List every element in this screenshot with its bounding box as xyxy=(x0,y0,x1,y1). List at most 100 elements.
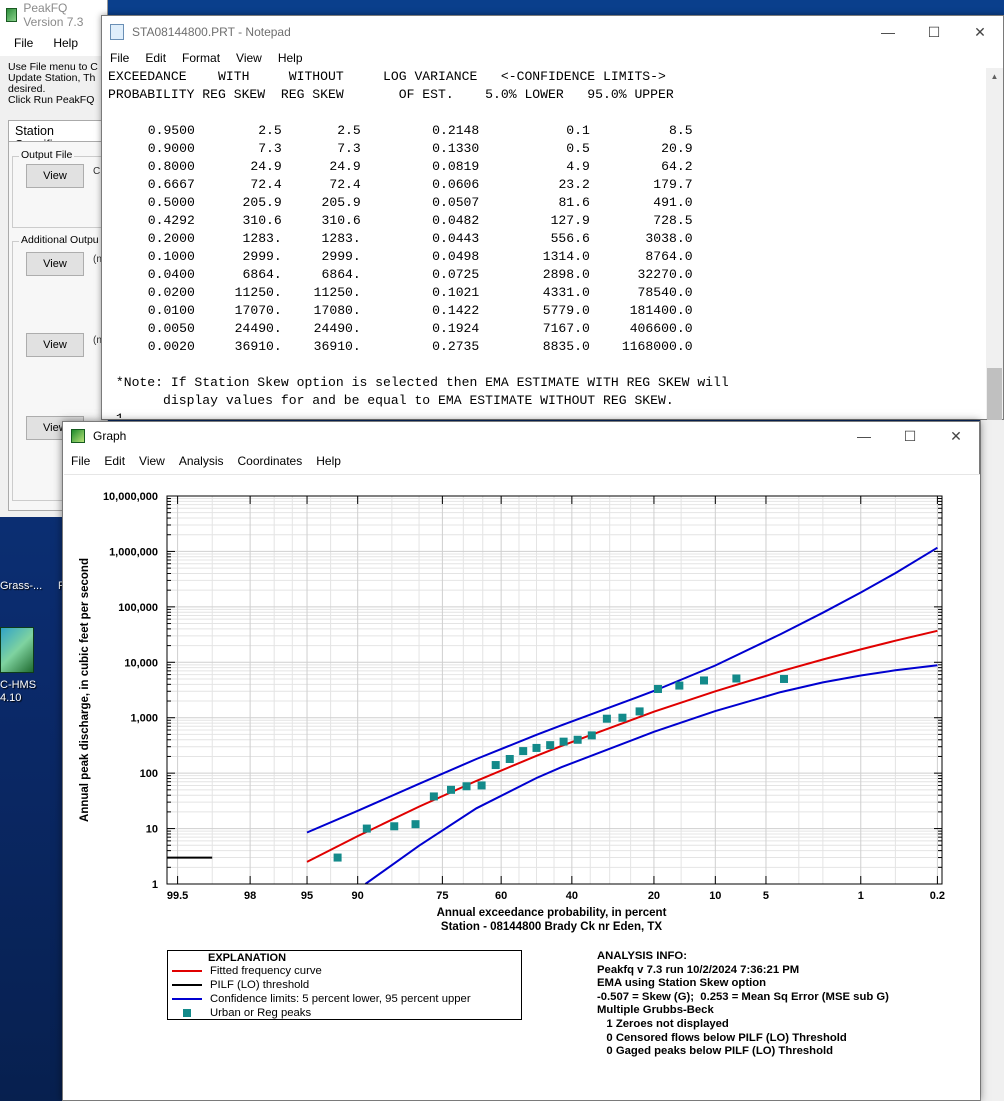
notepad-icon xyxy=(110,24,124,40)
peak-point xyxy=(390,822,399,831)
table-cell: 0.1000 xyxy=(147,249,195,264)
fitted-curve-line xyxy=(306,629,938,863)
x-tick-label: 40 xyxy=(566,890,578,902)
maximize-icon[interactable]: ☐ xyxy=(927,23,941,40)
minimize-icon[interactable]: — xyxy=(857,428,871,444)
graph-menu-analysis[interactable]: Analysis xyxy=(178,454,224,468)
confidence-limit-line xyxy=(364,664,938,884)
legend-item-peaks: Urban or Reg peaks xyxy=(172,1006,311,1020)
peak-point xyxy=(732,674,741,683)
note-line-2: display values for and be equal to EMA E… xyxy=(108,393,674,408)
peak-point xyxy=(429,792,438,801)
graph-menu-coordinates[interactable]: Coordinates xyxy=(237,454,303,468)
notepad-menu-format[interactable]: Format xyxy=(182,51,221,65)
minimize-icon[interactable]: — xyxy=(881,24,895,40)
desktop-icon-label-hms[interactable]: C-HMS 4.10 xyxy=(0,679,37,704)
legend-swatch-pilf xyxy=(172,984,202,986)
peakfq-menu-file[interactable]: File xyxy=(14,36,34,50)
notepad-menu-view[interactable]: View xyxy=(236,51,262,65)
graph-menu-help[interactable]: Help xyxy=(316,454,341,468)
graph-menu-edit[interactable]: Edit xyxy=(104,454,126,468)
x-tick-label: 60 xyxy=(495,890,507,902)
table-cell: 556.6 xyxy=(550,231,590,246)
table-cell: 406600.0 xyxy=(629,321,693,336)
peak-point xyxy=(477,781,486,790)
table-cell: 36910. xyxy=(234,339,282,354)
table-cell: 728.5 xyxy=(653,213,693,228)
table-cell: 0.6667 xyxy=(147,177,195,192)
table-row: 0.0100 17070. 17080. 0.1422 5779.0 181400.0 xyxy=(108,302,976,320)
output-file-label: Output File xyxy=(19,149,75,161)
notepad-text-area[interactable]: EXCEEDANCE WITH WITHOUT LOG VARIANCE <-C… xyxy=(108,68,976,418)
desktop-icon-label-grass[interactable]: Grass-... xyxy=(0,580,43,592)
table-cell: 2.5 xyxy=(258,123,282,138)
peak-point xyxy=(505,754,514,763)
notepad-titlebar[interactable]: STA08144800.PRT - Notepad xyxy=(102,16,1003,48)
peak-point xyxy=(462,782,471,791)
graph-titlebar[interactable]: Graph xyxy=(63,422,979,450)
hec-hms-app-icon[interactable] xyxy=(0,627,34,673)
table-cell: 4.9 xyxy=(566,159,590,174)
table-row: 0.0200 11250. 11250. 0.1021 4331.0 78540.0 xyxy=(108,284,976,302)
table-cell: 1283. xyxy=(242,231,282,246)
table-row: 0.2000 1283. 1283. 0.0443 556.6 3038.0 xyxy=(108,230,976,248)
scroll-up-icon[interactable]: ▲ xyxy=(990,72,999,81)
table-row: 0.9000 7.3 7.3 0.1330 0.5 20.9 xyxy=(108,140,976,158)
table-cell: 7.3 xyxy=(258,141,282,156)
table-cell: 310.6 xyxy=(321,213,361,228)
view-additional-button-1[interactable]: View xyxy=(26,252,84,276)
peak-point xyxy=(491,761,500,770)
peakfq-titlebar[interactable]: PeakFQ Version 7.3 xyxy=(0,0,107,30)
background-window-edge xyxy=(980,420,1004,1101)
table-cell: 0.1 xyxy=(566,123,590,138)
analysis-info: ANALYSIS INFO: Peakfq v 7.3 run 10/2/202… xyxy=(597,950,889,1058)
table-cell: 0.9000 xyxy=(147,141,195,156)
table-rows: 0.9500 2.5 2.5 0.2148 0.1 8.5 0.9000 7.3 7.3 0.13… xyxy=(108,122,976,356)
table-cell: 1168000.0 xyxy=(621,339,693,354)
peak-point xyxy=(587,731,596,740)
note-line-1: *Note: If Station Skew option is selecte… xyxy=(108,375,729,390)
additional-output-label: Additional Outpu xyxy=(19,234,101,246)
peak-point xyxy=(780,674,789,683)
legend-item-pilf: PILF (LO) threshold xyxy=(172,978,309,992)
trailing-number: 1 xyxy=(116,411,124,418)
notepad-menu-help[interactable]: Help xyxy=(277,51,303,65)
scrollbar-thumb[interactable] xyxy=(987,368,1002,434)
peak-point xyxy=(573,735,582,744)
graph-menu-file[interactable]: File xyxy=(71,454,91,468)
notepad-menu-edit[interactable]: Edit xyxy=(145,51,167,65)
notepad-menu-file[interactable]: File xyxy=(110,51,130,65)
table-row: 0.0020 36910. 36910. 0.2735 8835.0 1168000.0 xyxy=(108,338,976,356)
confidence-limit-line xyxy=(306,546,938,834)
graph-menu-view[interactable]: View xyxy=(139,454,165,468)
peakfq-menu-help[interactable]: Help xyxy=(53,36,79,50)
table-cell: 0.2148 xyxy=(432,123,480,138)
table-cell: 0.0606 xyxy=(432,177,480,192)
table-cell: 2999. xyxy=(321,249,361,264)
close-icon[interactable]: ✕ xyxy=(950,427,962,444)
y-axis-label: Annual peak discharge, in cubic feet per… xyxy=(79,558,91,822)
y-tick-label: 1,000,000 xyxy=(109,546,158,558)
tab-station-specific[interactable]: Station Specific xyxy=(8,120,108,152)
table-cell: 205.9 xyxy=(321,195,361,210)
close-icon[interactable]: ✕ xyxy=(974,23,986,40)
legend-swatch-fitted xyxy=(172,970,202,972)
view-additional-button-2[interactable]: View xyxy=(26,333,84,357)
table-cell: 2999. xyxy=(242,249,282,264)
table-cell: 7.3 xyxy=(337,141,361,156)
view-output-button[interactable]: View xyxy=(26,164,84,188)
table-header-2: PROBABILITY REG SKEW REG SKEW OF EST. 5.… xyxy=(108,87,674,102)
notepad-menubar: File Edit Format View Help xyxy=(102,48,1003,68)
graph-canvas[interactable]: 1 10 100 1,000 10,000 100,000 1,000,000 10,000,… xyxy=(64,474,980,1100)
table-cell: 0.0819 xyxy=(432,159,480,174)
notepad-vertical-scrollbar[interactable]: ▲ xyxy=(986,68,1003,434)
table-cell: 72.4 xyxy=(329,177,361,192)
peakfq-menubar: File Help xyxy=(0,30,107,56)
additional-value-1: (n xyxy=(93,254,102,265)
table-cell: 0.2000 xyxy=(147,231,195,246)
notepad-title: STA08144800.PRT - Notepad xyxy=(132,25,291,39)
table-cell: 0.0050 xyxy=(147,321,195,336)
table-cell: 78540.0 xyxy=(637,285,693,300)
maximize-icon[interactable]: ☐ xyxy=(903,427,917,444)
x-tick-label: 20 xyxy=(648,890,660,902)
